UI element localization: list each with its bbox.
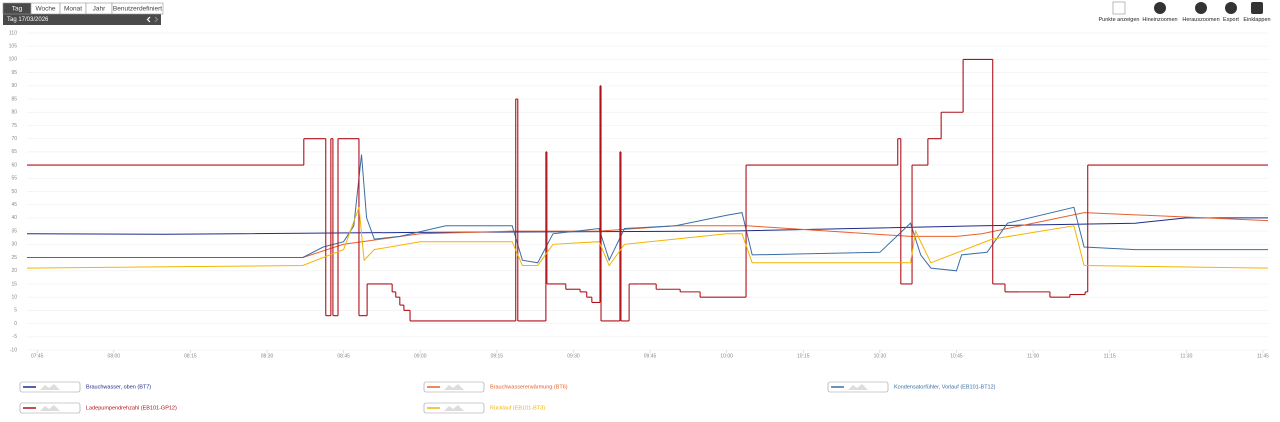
y-tick-label: 65 [11, 149, 17, 155]
y-tick-label: 60 [11, 162, 17, 168]
x-tick-label: 08:30 [261, 353, 274, 359]
tab-label[interactable]: Monat [64, 6, 82, 13]
button-label[interactable]: Herauszoomen [1182, 17, 1219, 23]
y-tick-label: 30 [11, 242, 17, 248]
legend-label[interactable]: Brauchwasser, oben (BT7) [86, 384, 151, 390]
y-tick-label: 105 [9, 44, 18, 50]
prev-arrow[interactable] [146, 16, 151, 23]
legend-sparkline [848, 384, 868, 390]
y-tick-label: 20 [11, 268, 17, 274]
y-tick-label: 90 [11, 83, 17, 89]
legend-sparkline [40, 405, 60, 411]
y-tick-label: 50 [11, 189, 17, 195]
tab[interactable] [111, 2, 164, 15]
legend-sparkline [40, 384, 60, 390]
y-tick-label: 75 [11, 123, 17, 129]
y-tick-label: 25 [11, 255, 17, 261]
x-tick-label: 11:45 [1257, 353, 1269, 359]
x-tick-label: 09:15 [491, 353, 504, 359]
next-arrow[interactable] [154, 16, 159, 23]
y-tick-label: 10 [11, 294, 17, 300]
y-tick-label: 80 [11, 110, 17, 116]
x-tick-label: 10:00 [720, 353, 733, 359]
button-label[interactable]: Export [1223, 17, 1239, 23]
tab-label[interactable]: Benutzerdefiniert [113, 6, 162, 13]
button-label[interactable]: Punkte anzeigen [1099, 17, 1140, 23]
button-icon[interactable] [1154, 2, 1166, 14]
series-line [26, 217, 1268, 235]
y-tick-label: -5 [13, 334, 18, 340]
y-tick-label: 40 [11, 215, 17, 221]
series-line [26, 207, 1269, 269]
y-tick-label: 35 [11, 228, 17, 234]
button-icon[interactable] [1195, 2, 1207, 14]
x-tick-label: 10:15 [797, 353, 810, 359]
button-label[interactable]: Hineinzoomen [1142, 17, 1177, 23]
checkbox[interactable] [1112, 1, 1126, 15]
legend-label[interactable]: Ladepumpendrehzahl (EB101-GP12) [86, 405, 177, 411]
legend-sparkline [444, 384, 464, 390]
x-tick-label: 08:15 [184, 353, 197, 359]
y-tick-label: 45 [11, 202, 17, 208]
period-label: Tag 17/03/2026 [7, 17, 49, 23]
legend-box[interactable] [19, 381, 81, 393]
x-tick-label: 08:45 [337, 353, 350, 359]
period-bar [3, 14, 161, 25]
x-tick-label: 11:30 [1180, 353, 1192, 359]
tab-label[interactable]: Tag [12, 6, 23, 13]
legend-sparkline [444, 405, 464, 411]
tab-label[interactable]: Woche [35, 6, 55, 13]
y-tick-label: 55 [11, 176, 17, 182]
legend-label[interactable]: Brauchwassererwärmung (BT6) [490, 384, 568, 390]
legend-box[interactable] [827, 381, 889, 393]
x-tick-label: 09:30 [567, 353, 580, 359]
y-tick-label: 5 [14, 308, 17, 314]
x-tick-label: 09:00 [414, 353, 427, 359]
button-icon[interactable] [1225, 2, 1237, 14]
legend-box[interactable] [423, 402, 485, 414]
tab-label[interactable]: Jahr [93, 6, 106, 13]
y-tick-label: 0 [14, 321, 17, 327]
y-tick-label: 15 [11, 281, 17, 287]
legend-box[interactable] [19, 402, 81, 414]
x-tick-label: 07:45 [31, 353, 44, 359]
legend-label[interactable]: Rücklauf (EB101-BT3) [490, 405, 545, 411]
series-line [27, 154, 1268, 272]
x-tick-label: 11:00 [1027, 353, 1039, 359]
y-tick-label: 85 [11, 96, 17, 102]
x-tick-label: 09:45 [644, 353, 657, 359]
x-tick-label: 10:45 [950, 353, 963, 359]
legend-box[interactable] [423, 381, 485, 393]
y-tick-label: 110 [9, 30, 17, 36]
series-line [302, 212, 1269, 258]
y-tick-label: 100 [9, 57, 18, 63]
x-tick-label: 11:15 [1104, 353, 1116, 359]
x-tick-label: 08:00 [108, 353, 121, 359]
y-tick-label: 95 [11, 70, 17, 76]
button-icon[interactable] [1251, 2, 1263, 14]
y-tick-label: -10 [10, 347, 17, 353]
legend-label[interactable]: Kondensatorfühler, Vorlauf (EB101-BT12) [894, 384, 996, 390]
y-tick-label: 70 [11, 136, 17, 142]
x-tick-label: 10:30 [874, 353, 887, 359]
button-label[interactable]: Einklappen [1243, 17, 1270, 23]
